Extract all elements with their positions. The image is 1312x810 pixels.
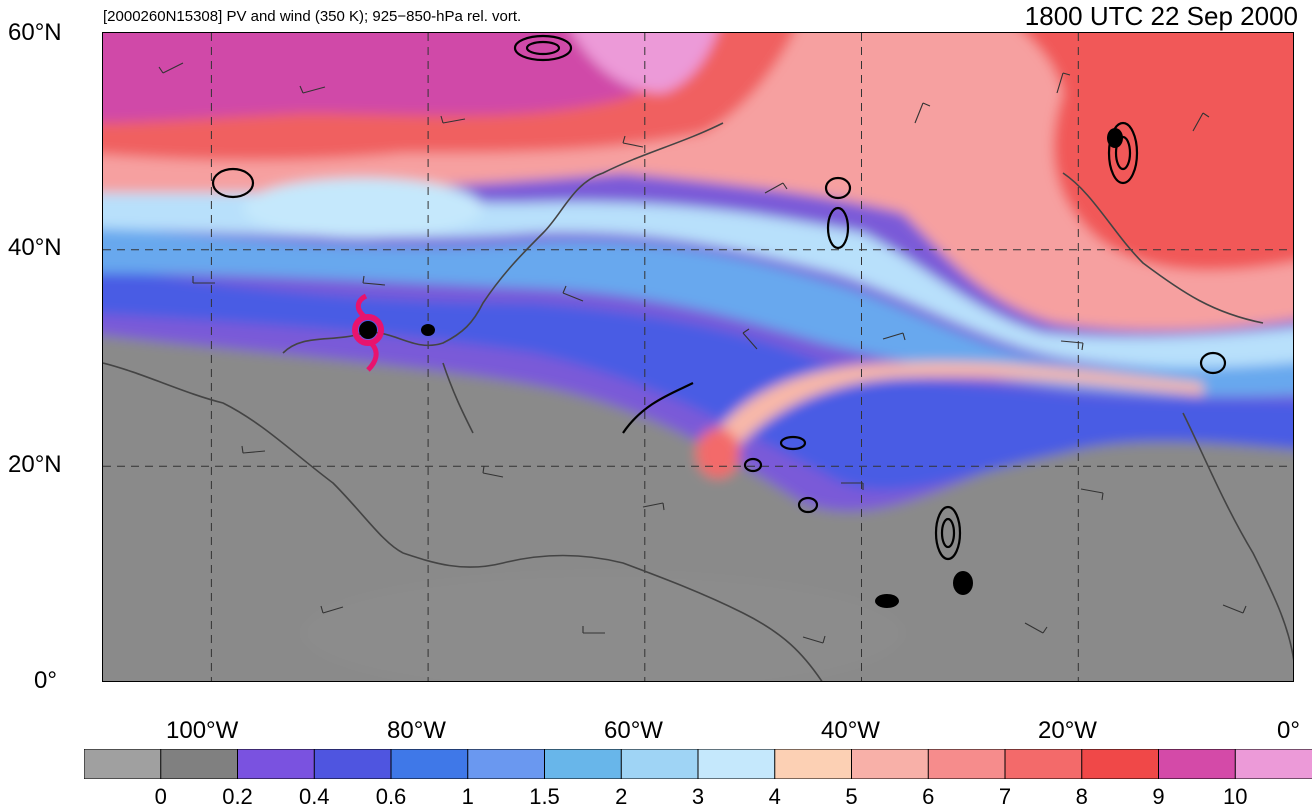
vorticity-contours [211, 34, 1227, 561]
colorbar-tick-label: 5 [845, 784, 858, 809]
colorbar-swatch [1234, 749, 1312, 779]
colorbar-tick-label: 7 [998, 784, 1012, 809]
lon-label-0: 0° [1277, 717, 1300, 744]
colorbar-swatch [390, 749, 469, 779]
colorbar-tick-label: 3 [691, 784, 705, 809]
lon-label-100w: 100°W [166, 717, 239, 744]
colorbar-tick-label: 1 [461, 784, 474, 809]
colorbar-tick-label: 0.6 [375, 784, 407, 809]
colorbar-swatch [544, 749, 623, 779]
colorbar-tick-label: 4 [768, 784, 781, 809]
colorbar-tick-label: 8 [1075, 784, 1088, 809]
lon-label-60w: 60°W [604, 717, 663, 744]
colorbar-swatch [697, 749, 776, 779]
colorbar-swatch [620, 749, 699, 779]
colorbar-swatch [467, 749, 546, 779]
colorbar-swatch [774, 749, 853, 779]
lat-label-20n: 20°N [8, 451, 62, 478]
lat-label-eq: 0° [34, 667, 57, 694]
colorbar-tick-label: 10 [1223, 784, 1248, 809]
wind-barbs [158, 62, 1247, 644]
colorbar-swatch [84, 749, 162, 779]
graticule [103, 33, 1293, 681]
lon-label-40w: 40°W [821, 717, 880, 744]
colorbar-swatch [313, 749, 392, 779]
colorbar-swatch [927, 749, 1006, 779]
valid-time: 1800 UTC 22 Sep 2000 [1024, 1, 1298, 31]
pv-field [103, 33, 1293, 681]
vorticity-maxima [421, 128, 1123, 608]
colorbar-swatch [851, 749, 930, 779]
hurricane-icon [352, 293, 384, 372]
colorbar-tick-label: 0.4 [298, 784, 330, 809]
colorbar [84, 749, 1312, 779]
map-panel [102, 32, 1294, 682]
colorbar-swatch [1004, 749, 1083, 779]
lon-label-80w: 80°W [387, 717, 446, 744]
pv-map [103, 33, 1293, 681]
lon-label-20w: 20°W [1038, 717, 1097, 744]
colorbar-tick-label: 9 [1152, 784, 1165, 809]
colorbar-tick-label: 2 [615, 784, 628, 809]
colorbar-swatch [237, 749, 316, 779]
colorbar-swatch [1081, 749, 1160, 779]
plot-title: [2000260N15308] PV and wind (350 K); 925… [103, 8, 522, 25]
colorbar-swatch [160, 749, 239, 779]
colorbar-tick-label: 0 [154, 784, 167, 809]
colorbar-tick-label: 1.5 [529, 784, 560, 809]
colorbar-tick-label: 6 [922, 784, 935, 809]
lat-label-60n: 60°N [8, 19, 62, 46]
lat-label-40n: 40°N [8, 234, 62, 261]
colorbar-swatch [1158, 749, 1237, 779]
colorbar-tick-label: 0.2 [222, 784, 253, 809]
